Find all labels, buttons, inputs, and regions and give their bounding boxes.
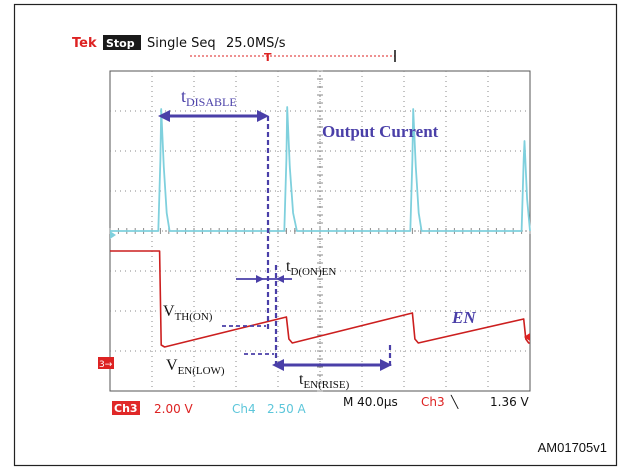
t-en-rise-arrow-right — [380, 359, 392, 371]
annotation-v-en-low: VEN(LOW) — [166, 357, 225, 377]
t-don-en-label: t — [286, 258, 291, 275]
t-disable-label: t — [181, 86, 186, 106]
scope-footer: Ch3 2.00 V Ch4 2.50 A M 40.0µs Ch3 ╲ 1.3… — [112, 394, 530, 416]
trigger-source: Ch3 — [421, 395, 445, 409]
t-en-rise-sub: EN(RISE) — [303, 379, 349, 391]
waveforms — [110, 106, 531, 348]
en-trace — [110, 250, 530, 348]
acq-mode: Single Seq — [147, 36, 216, 51]
ch3-tag-bg — [112, 401, 140, 415]
timebase: M 40.0µs — [343, 395, 398, 409]
trigger-level: 1.36 V — [490, 395, 530, 409]
t-don-en-arrow-right — [276, 275, 284, 283]
output-current-label: Output Current — [322, 122, 439, 141]
t-don-en-arrow-left — [256, 275, 264, 283]
t-en-rise-arrow-left — [272, 359, 284, 371]
ch4-ground-marker — [110, 231, 116, 239]
ch3-tag: Ch3 — [114, 402, 138, 415]
v-en-low-sub: EN(LOW) — [178, 365, 225, 377]
v-th-on-label: V — [163, 303, 175, 320]
brand-label: Tek — [72, 36, 97, 51]
annotation-t-disable: tDISABLE — [181, 86, 237, 109]
t-disable-sub: DISABLE — [186, 95, 237, 109]
annotation-t-don-en: tD(ON)EN — [286, 258, 336, 278]
t-don-en-sub: D(ON)EN — [290, 266, 336, 278]
outer-border — [13, 3, 618, 467]
annotation-t-en-rise: tEN(RISE) — [299, 371, 350, 391]
t-disable-arrow-right — [257, 110, 269, 122]
output-current-trace — [110, 106, 531, 232]
ch3-marker: 3→ — [99, 360, 113, 370]
ch4-tag: Ch4 — [232, 402, 256, 416]
sample-rate: 25.0MS/s — [226, 36, 286, 51]
annotations: tDISABLE Output Current tD(ON)EN VTH(ON)… — [158, 86, 476, 391]
scope-header: Tek Stop Single Seq 25.0MS/s T — [72, 35, 396, 64]
en-series-label: EN — [451, 308, 476, 327]
annotation-v-th-on: VTH(ON) — [163, 303, 213, 323]
ch3-marker-bg — [98, 357, 114, 369]
v-th-on-sub: TH(ON) — [175, 311, 213, 323]
t-en-rise-label: t — [299, 371, 304, 388]
t-disable-arrow-left — [158, 110, 170, 122]
trigger-position-marker: T — [264, 51, 272, 64]
ch3-scale: 2.00 V — [154, 402, 194, 416]
state-badge-bg — [103, 35, 141, 50]
trigger-slope: ╲ — [450, 394, 459, 409]
state-badge: Stop — [106, 37, 135, 50]
trigger-level-marker — [524, 333, 530, 341]
ch4-scale: 2.50 A — [267, 402, 307, 416]
v-en-low-label: V — [166, 357, 178, 374]
figure-id: AM01705v1 — [538, 440, 607, 455]
